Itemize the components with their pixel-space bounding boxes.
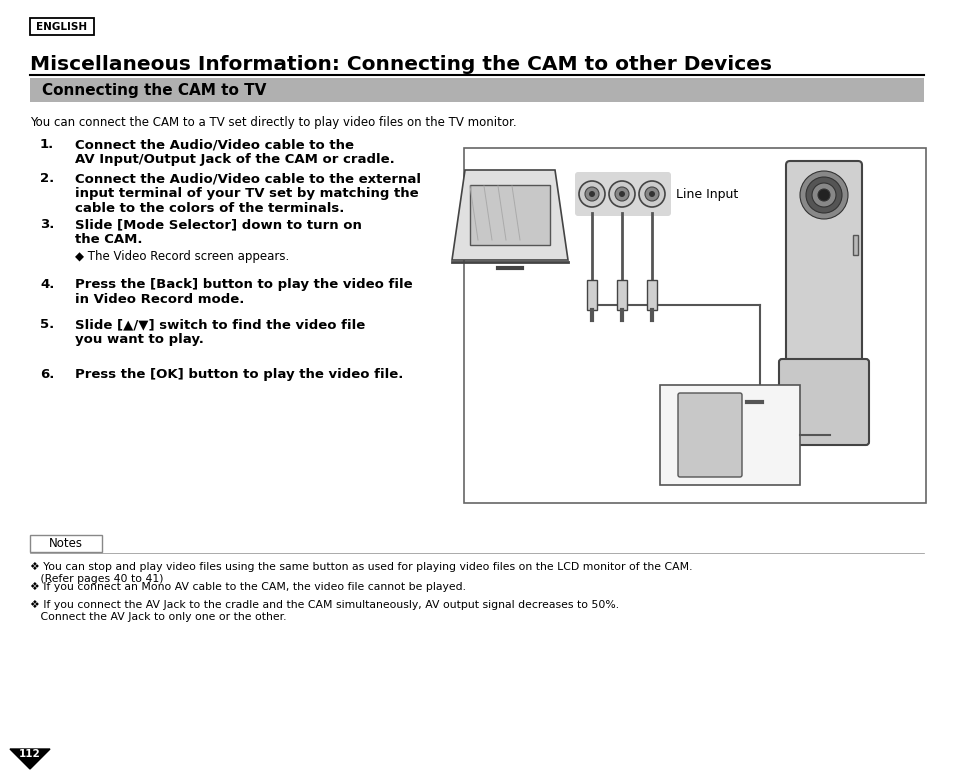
Text: 2.: 2. <box>40 172 54 185</box>
Text: You can connect the CAM to a TV set directly to play video files on the TV monit: You can connect the CAM to a TV set dire… <box>30 116 517 129</box>
Text: ENGLISH: ENGLISH <box>36 22 88 31</box>
Text: Connect the Audio/Video cable to the external
input terminal of your TV set by m: Connect the Audio/Video cable to the ext… <box>75 172 420 215</box>
Circle shape <box>800 171 847 219</box>
Circle shape <box>639 181 664 207</box>
Bar <box>617 280 626 310</box>
FancyBboxPatch shape <box>575 172 670 216</box>
Polygon shape <box>452 170 567 260</box>
Text: Press the [Back] button to play the video file
in Video Record mode.: Press the [Back] button to play the vide… <box>75 278 413 306</box>
Circle shape <box>618 191 624 197</box>
Bar <box>586 280 597 310</box>
Bar <box>659 385 800 485</box>
Circle shape <box>805 177 841 213</box>
Circle shape <box>644 187 659 201</box>
Text: Line Input: Line Input <box>676 188 738 200</box>
Bar <box>852 235 857 255</box>
Text: Connect the Audio/Video cable to the
AV Input/Output Jack of the CAM or cradle.: Connect the Audio/Video cable to the AV … <box>75 138 395 166</box>
FancyBboxPatch shape <box>779 359 868 445</box>
Text: Connecting the CAM to TV: Connecting the CAM to TV <box>42 83 266 97</box>
Text: 1.: 1. <box>40 138 54 151</box>
Text: ❖ You can stop and play video files using the same button as used for playing vi: ❖ You can stop and play video files usin… <box>30 562 692 583</box>
Circle shape <box>608 181 635 207</box>
Text: 5.: 5. <box>40 318 54 331</box>
Text: 3.: 3. <box>40 218 54 231</box>
FancyBboxPatch shape <box>785 161 862 364</box>
Circle shape <box>584 187 598 201</box>
FancyBboxPatch shape <box>678 393 741 477</box>
Text: ❖ If you connect an Mono AV cable to the CAM, the video file cannot be played.: ❖ If you connect an Mono AV cable to the… <box>30 582 465 592</box>
Text: 112: 112 <box>19 749 41 759</box>
Text: Slide [Mode Selector] down to turn on
the CAM.: Slide [Mode Selector] down to turn on th… <box>75 218 361 246</box>
Text: 6.: 6. <box>40 368 54 381</box>
Bar <box>470 185 550 245</box>
Bar <box>30 535 102 552</box>
Bar <box>30 78 923 102</box>
Text: Miscellaneous Information: Connecting the CAM to other Devices: Miscellaneous Information: Connecting th… <box>30 55 771 74</box>
Text: ❖ If you connect the AV Jack to the cradle and the CAM simultaneously, AV output: ❖ If you connect the AV Jack to the crad… <box>30 600 618 622</box>
Circle shape <box>648 191 655 197</box>
Circle shape <box>615 187 628 201</box>
Circle shape <box>811 183 835 207</box>
Text: 4.: 4. <box>40 278 54 291</box>
Circle shape <box>588 191 595 197</box>
Text: Notes: Notes <box>49 537 83 550</box>
Bar <box>463 148 925 503</box>
Text: Press the [OK] button to play the video file.: Press the [OK] button to play the video … <box>75 368 403 381</box>
Text: Slide [▲/▼] switch to find the video file
you want to play.: Slide [▲/▼] switch to find the video fil… <box>75 318 365 346</box>
Circle shape <box>817 189 829 201</box>
Polygon shape <box>10 749 50 769</box>
Text: ◆ The Video Record screen appears.: ◆ The Video Record screen appears. <box>75 250 289 263</box>
Bar <box>646 280 657 310</box>
Circle shape <box>578 181 604 207</box>
Bar <box>30 18 94 35</box>
